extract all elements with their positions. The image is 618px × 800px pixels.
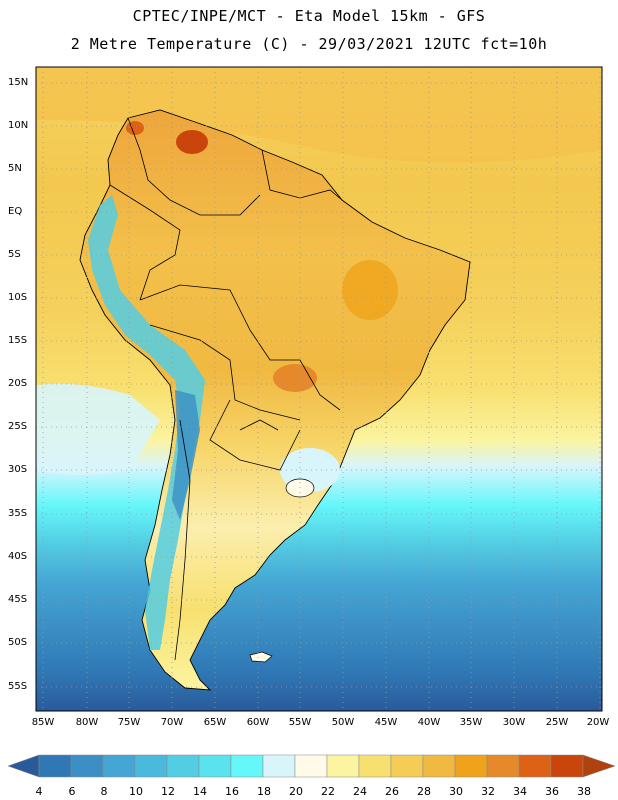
lon-label-80w: 80W xyxy=(75,717,99,728)
lat-label-20s: 20S xyxy=(8,378,28,389)
lat-label-50s: 50S xyxy=(8,637,28,648)
colorbar-label-16: 16 xyxy=(225,785,239,798)
colorbar-swatch xyxy=(294,754,328,778)
map-plot-area xyxy=(36,67,602,711)
lat-label-15s: 15S xyxy=(8,335,28,346)
colorbar-swatch xyxy=(390,754,424,778)
colorbar-label-4: 4 xyxy=(35,785,43,798)
colorbar-arrow-high xyxy=(582,754,616,778)
lon-label-75w: 75W xyxy=(117,717,141,728)
lat-label-10s: 10S xyxy=(8,292,28,303)
lon-label-30w: 30W xyxy=(502,717,526,728)
lat-label-10n: 10N xyxy=(8,120,29,131)
lon-label-45w: 45W xyxy=(374,717,398,728)
falkland-islands xyxy=(249,651,273,663)
map-title-line-2: 2 Metre Temperature (C) - 29/03/2021 12U… xyxy=(70,35,548,53)
colorbar-label-20: 20 xyxy=(289,785,303,798)
lat-label-45s: 45S xyxy=(8,594,28,605)
colorbar-swatch xyxy=(422,754,456,778)
colorbar-swatch xyxy=(358,754,392,778)
lon-label-50w: 50W xyxy=(331,717,355,728)
colorbar-label-24: 24 xyxy=(353,785,367,798)
lon-label-55w: 55W xyxy=(288,717,312,728)
colorbar-label-28: 28 xyxy=(417,785,431,798)
colorbar-label-14: 14 xyxy=(193,785,207,798)
colorbar-label-30: 30 xyxy=(449,785,463,798)
caribbean-warm-zone xyxy=(36,67,602,163)
lon-label-40w: 40W xyxy=(417,717,441,728)
lon-label-35w: 35W xyxy=(459,717,483,728)
colorbar-swatch xyxy=(230,754,264,778)
lon-label-85w: 85W xyxy=(31,717,55,728)
colorbar-swatch xyxy=(134,754,168,778)
lat-label-35s: 35S xyxy=(8,508,28,519)
lat-label-eq: EQ xyxy=(8,206,23,217)
colorbar-swatch xyxy=(70,754,104,778)
lat-label-55s: 55S xyxy=(8,681,28,692)
brazil-warm-zone xyxy=(342,260,398,320)
colorbar-label-32: 32 xyxy=(481,785,495,798)
venezuela-hot-spot xyxy=(176,130,208,154)
colorbar-swatch xyxy=(454,754,488,778)
colorbar-swatch xyxy=(486,754,520,778)
lon-label-70w: 70W xyxy=(160,717,184,728)
lon-label-25w: 25W xyxy=(545,717,569,728)
lat-label-25s: 25S xyxy=(8,421,28,432)
temperature-colorbar xyxy=(7,754,616,778)
map-frame xyxy=(35,66,603,712)
lon-label-65w: 65W xyxy=(203,717,227,728)
lat-label-5s: 5S xyxy=(8,249,21,260)
colorbar-label-34: 34 xyxy=(513,785,527,798)
south-america-landmass xyxy=(79,109,471,691)
lat-label-30s: 30S xyxy=(8,464,28,475)
colorbar-label-6: 6 xyxy=(68,785,76,798)
colorbar-label-36: 36 xyxy=(545,785,559,798)
colorbar-label-8: 8 xyxy=(100,785,108,798)
lat-label-40s: 40S xyxy=(8,551,28,562)
colorbar-label-26: 26 xyxy=(385,785,399,798)
colorbar-swatch xyxy=(102,754,136,778)
map-title-line-1: CPTEC/INPE/MCT - Eta Model 15km - GFS xyxy=(132,7,486,25)
colorbar-label-38: 38 xyxy=(577,785,591,798)
colorbar-swatch xyxy=(262,754,296,778)
lon-label-20w: 20W xyxy=(586,717,610,728)
colorbar-swatch xyxy=(518,754,552,778)
colorbar-swatch xyxy=(166,754,200,778)
andes-cold-zone xyxy=(88,195,205,650)
colorbar-swatch xyxy=(38,754,72,778)
lon-label-60w: 60W xyxy=(246,717,270,728)
colorbar-label-18: 18 xyxy=(257,785,271,798)
lat-label-5n: 5N xyxy=(8,163,22,174)
colorbar-swatch xyxy=(550,754,584,778)
colorbar-label-10: 10 xyxy=(129,785,143,798)
colorbar-swatch xyxy=(326,754,360,778)
colorbar-swatch xyxy=(198,754,232,778)
colorbar-arrow-low xyxy=(7,754,40,778)
colorbar-label-22: 22 xyxy=(321,785,335,798)
colorbar-label-12: 12 xyxy=(161,785,175,798)
lat-label-15n: 15N xyxy=(8,77,29,88)
